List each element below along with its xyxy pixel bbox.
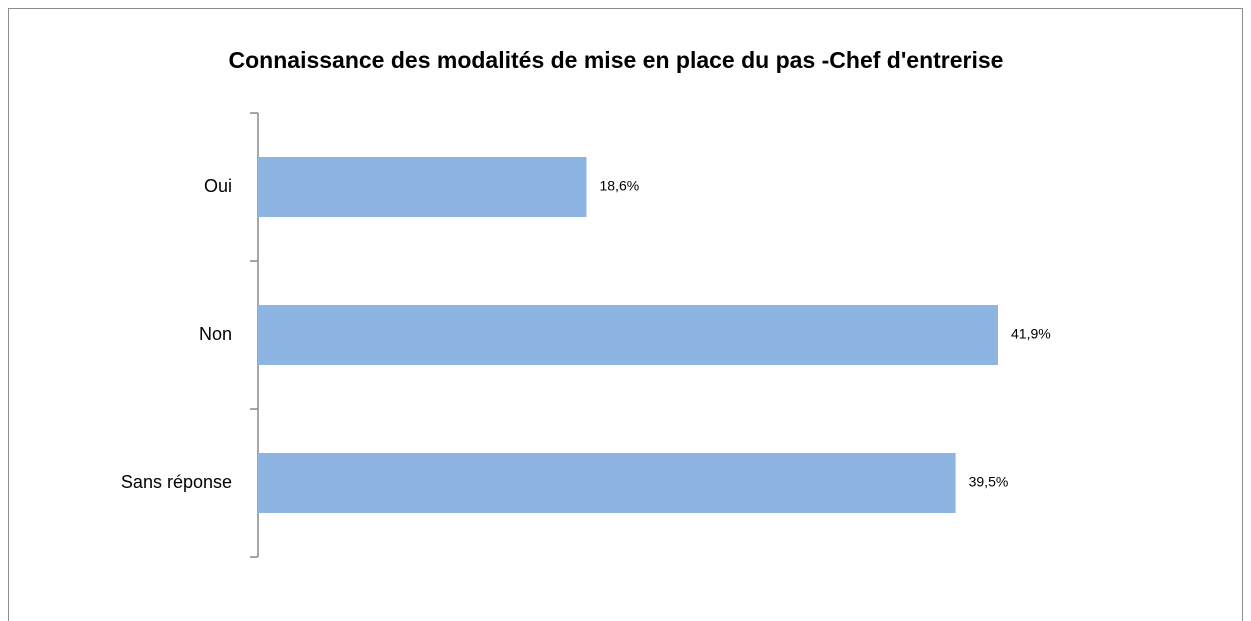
chart-title: Connaissance des modalités de mise en pl… [229,47,1004,73]
bar [258,453,956,513]
category-label: Non [199,324,232,344]
category-label: Oui [204,176,232,196]
value-label: 39,5% [969,474,1009,490]
category-label: Sans réponse [121,472,232,492]
bar [258,157,587,217]
value-label: 41,9% [1011,326,1051,342]
bar [258,305,998,365]
value-label: 18,6% [599,178,639,194]
